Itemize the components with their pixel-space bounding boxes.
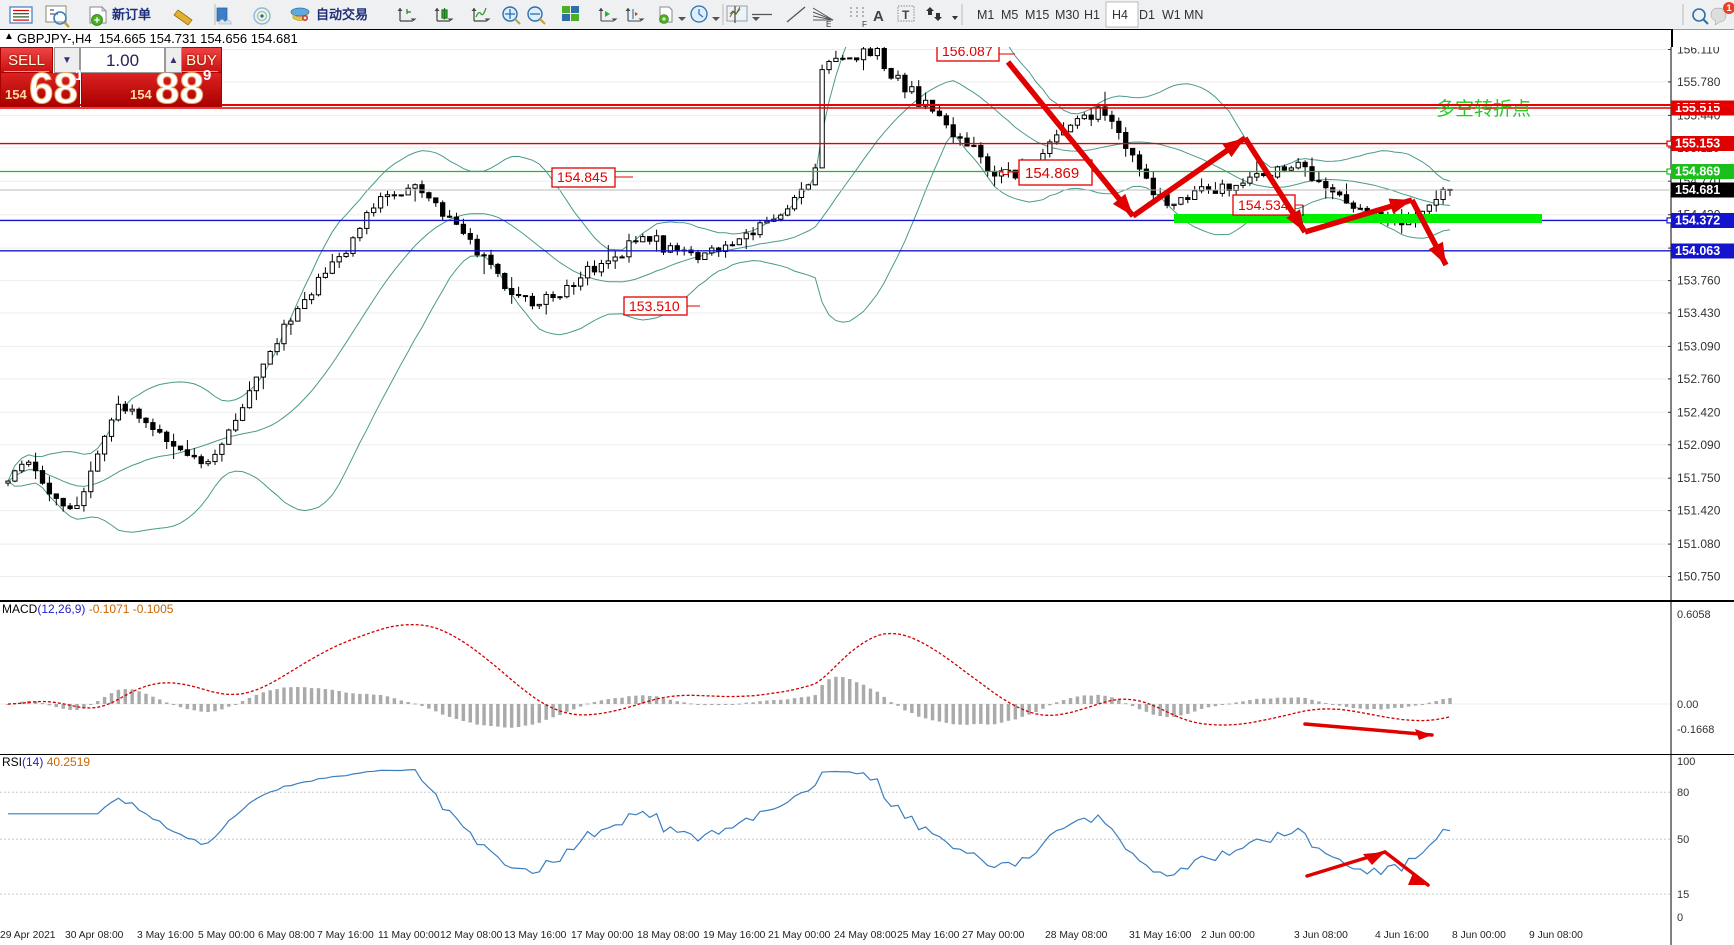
svg-text:F: F — [862, 20, 867, 29]
svg-text:154.845: 154.845 — [557, 169, 608, 185]
svg-text:自动交易: 自动交易 — [316, 7, 368, 22]
svg-text:2 Jun 00:00: 2 Jun 00:00 — [1201, 930, 1255, 941]
svg-text:T: T — [902, 8, 910, 22]
svg-text:154.063: 154.063 — [1675, 244, 1720, 258]
svg-text:7 May 16:00: 7 May 16:00 — [317, 930, 374, 941]
svg-text:3 May 16:00: 3 May 16:00 — [137, 930, 194, 941]
svg-text:154.869: 154.869 — [1025, 165, 1079, 182]
svg-text:0.6058: 0.6058 — [1677, 609, 1711, 621]
svg-text:154.869: 154.869 — [1675, 165, 1720, 179]
svg-text:M1: M1 — [977, 8, 994, 22]
svg-text:A: A — [873, 8, 884, 25]
svg-text:155.153: 155.153 — [1675, 137, 1720, 151]
svg-text:H4: H4 — [1112, 8, 1128, 22]
svg-text:4 Jun 16:00: 4 Jun 16:00 — [1375, 930, 1429, 941]
svg-text:50: 50 — [1677, 834, 1689, 846]
svg-text:-0.1668: -0.1668 — [1677, 724, 1714, 736]
svg-text:3 Jun 08:00: 3 Jun 08:00 — [1294, 930, 1348, 941]
svg-text:31 May 16:00: 31 May 16:00 — [1129, 930, 1192, 941]
svg-text:D1: D1 — [1139, 8, 1155, 22]
svg-text:M30: M30 — [1055, 8, 1079, 22]
svg-text:27 May 00:00: 27 May 00:00 — [962, 930, 1025, 941]
svg-text:8 Jun 00:00: 8 Jun 00:00 — [1452, 930, 1506, 941]
svg-text:W1: W1 — [1162, 8, 1181, 22]
svg-text:29 Apr 2021: 29 Apr 2021 — [0, 930, 56, 941]
svg-text:0.00: 0.00 — [1677, 699, 1698, 711]
svg-text:M15: M15 — [1025, 8, 1049, 22]
svg-text:25 May 16:00: 25 May 16:00 — [897, 930, 960, 941]
svg-text:9 Jun 08:00: 9 Jun 08:00 — [1529, 930, 1583, 941]
svg-text:19 May 16:00: 19 May 16:00 — [703, 930, 766, 941]
svg-text:13 May 16:00: 13 May 16:00 — [504, 930, 567, 941]
svg-text:100: 100 — [1677, 756, 1695, 768]
svg-text:28 May 08:00: 28 May 08:00 — [1045, 930, 1108, 941]
svg-text:E: E — [826, 20, 831, 29]
svg-text:18 May 08:00: 18 May 08:00 — [637, 930, 700, 941]
svg-text:156.087: 156.087 — [942, 47, 993, 59]
svg-text:6 May 08:00: 6 May 08:00 — [258, 930, 315, 941]
svg-text:11 May 00:00: 11 May 00:00 — [378, 930, 440, 941]
svg-text:80: 80 — [1677, 787, 1689, 799]
svg-text:M5: M5 — [1001, 8, 1018, 22]
svg-text:0: 0 — [1677, 912, 1683, 924]
svg-text:MN: MN — [1184, 8, 1203, 22]
svg-text:154.372: 154.372 — [1675, 214, 1720, 228]
svg-text:多空转折点: 多空转折点 — [1436, 98, 1531, 120]
svg-text:15: 15 — [1677, 889, 1689, 901]
svg-text:17 May 00:00: 17 May 00:00 — [571, 930, 634, 941]
svg-text:154.681: 154.681 — [1675, 183, 1720, 197]
svg-text:30 Apr 08:00: 30 Apr 08:00 — [65, 930, 124, 941]
svg-text:153.510: 153.510 — [629, 298, 680, 314]
svg-text:新订单: 新订单 — [112, 7, 151, 22]
svg-text:24 May 08:00: 24 May 08:00 — [834, 930, 897, 941]
svg-text:H1: H1 — [1084, 8, 1100, 22]
svg-text:5 May 00:00: 5 May 00:00 — [198, 930, 255, 941]
svg-text:12 May 08:00: 12 May 08:00 — [440, 930, 503, 941]
svg-text:21 May 00:00: 21 May 00:00 — [768, 930, 831, 941]
svg-text:1: 1 — [1727, 3, 1732, 13]
